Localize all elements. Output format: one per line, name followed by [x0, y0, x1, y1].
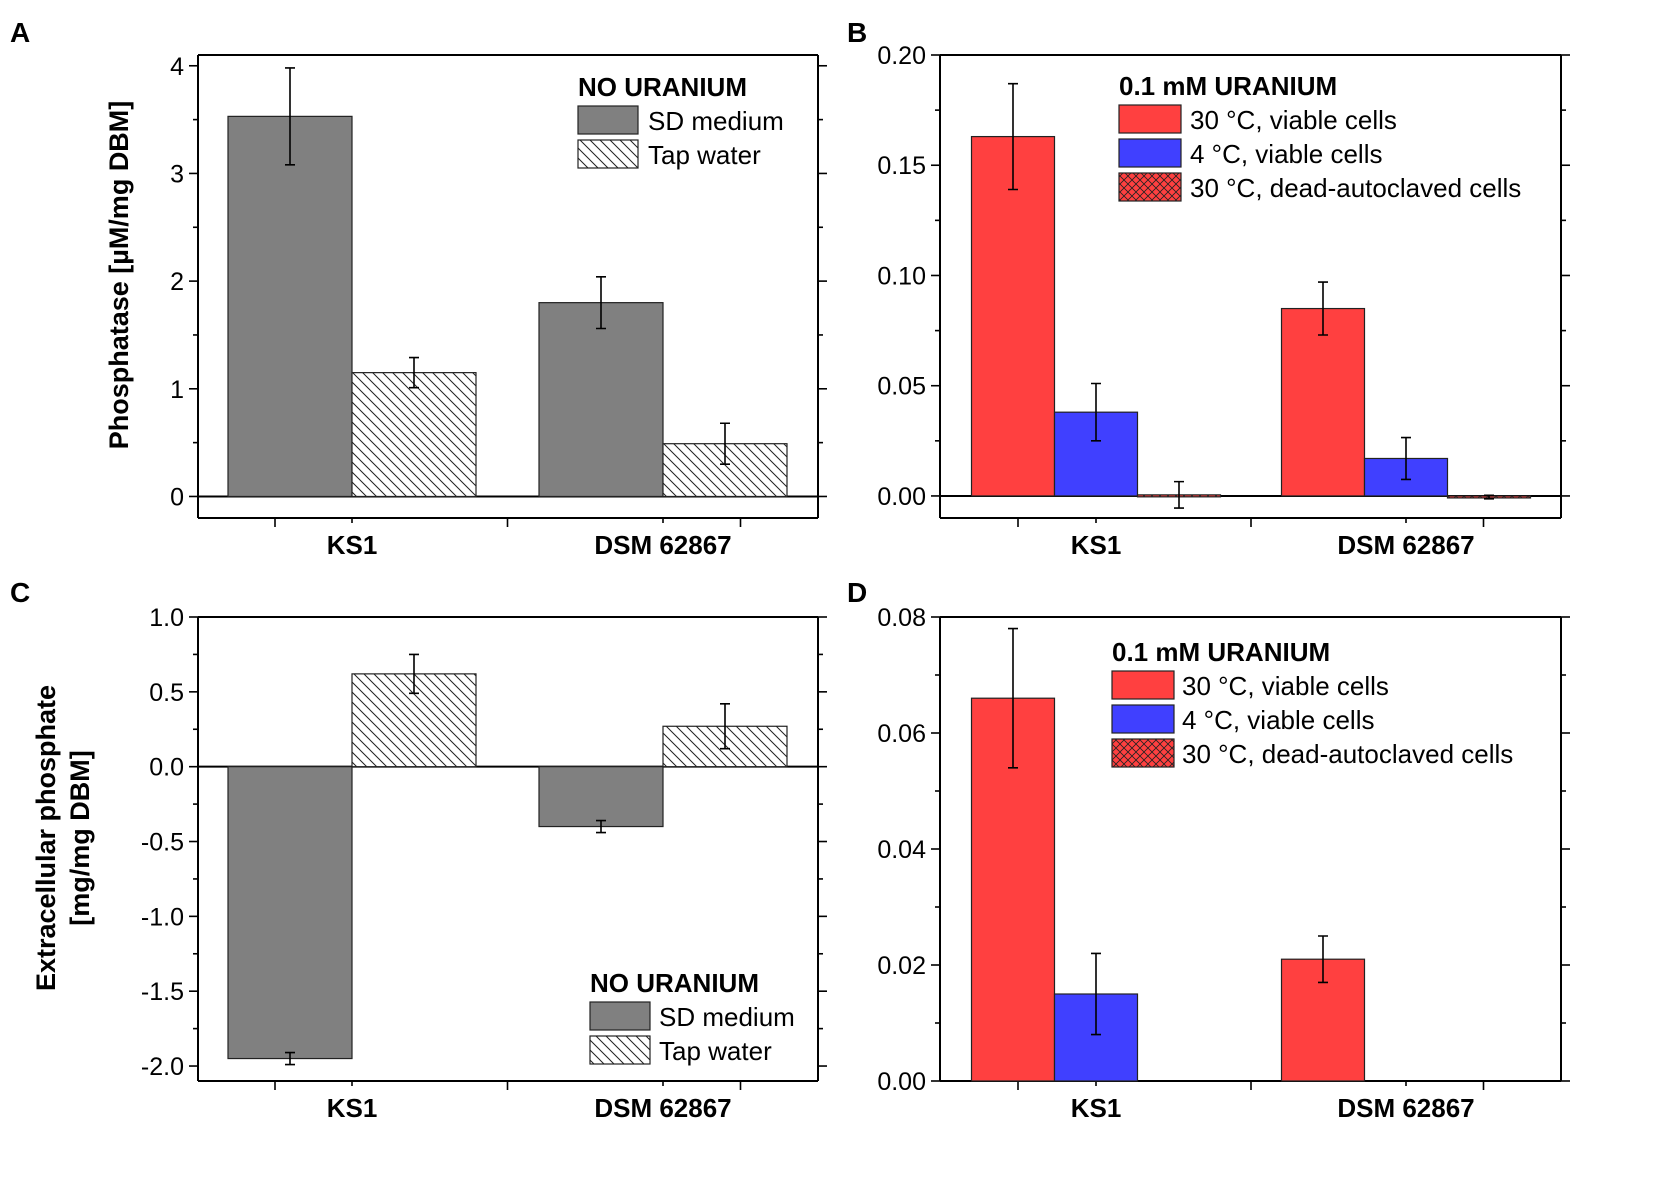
panel-b: B 0.00 0.05 0.10 0.15 0.20 KS1 DSM 62867 0.1 mM … — [847, 17, 1570, 560]
y-tick-label: 1.0 — [149, 604, 184, 632]
legend-swatch — [1118, 104, 1182, 134]
y-tick-label: 0.5 — [149, 679, 184, 707]
panel-letter: A — [10, 17, 30, 48]
x-category-label: KS1 — [1071, 530, 1122, 560]
error-bar — [1318, 281, 1328, 336]
y-tick-label: -1.0 — [141, 903, 184, 931]
legend-entry: 30 °C, dead-autoclaved cells — [1190, 173, 1521, 203]
error-bar — [720, 703, 730, 750]
y-tick-label: 0.04 — [877, 836, 926, 864]
legend-entry: Tap water — [648, 140, 761, 170]
y-tick-label: 0.00 — [877, 483, 926, 511]
x-category-label: KS1 — [1071, 1093, 1122, 1123]
bar-red — [970, 135, 1056, 497]
legend-swatch — [1118, 138, 1182, 168]
y-tick-label: 3 — [170, 160, 184, 188]
y-axis-label: Extracellular phosphate [mg/mg DBM] — [31, 685, 95, 991]
y-tick-label: -2.0 — [141, 1053, 184, 1081]
bar-gray — [538, 766, 664, 828]
error-bar — [409, 653, 419, 695]
legend-swatch — [577, 139, 639, 169]
legend-entry: 4 °C, viable cells — [1190, 139, 1382, 169]
panel-a: A 0 1 2 3 4 KS1 DSM 62867 NO URANIUM SD medium Tap… — [10, 17, 827, 560]
bar-gray — [227, 766, 353, 1060]
panel-letter: D — [847, 577, 867, 608]
error-bar — [720, 422, 730, 465]
legend-entry: 30 °C, viable cells — [1182, 671, 1389, 701]
legend-entry: SD medium — [659, 1002, 795, 1032]
y-tick-label: 4 — [170, 53, 184, 81]
y-axis-label-line: [mg/mg DBM] — [65, 750, 95, 925]
x-category-label: DSM 62867 — [1337, 530, 1474, 560]
y-axis-label-line: Phosphatase [µM/mg DBM] — [104, 101, 134, 450]
bar-red — [1280, 307, 1366, 497]
bar-gray — [538, 302, 664, 498]
y-tick-label: 0.10 — [877, 262, 926, 290]
error-bar — [285, 67, 295, 166]
x-category-label: DSM 62867 — [594, 1093, 731, 1123]
error-bar — [1318, 935, 1328, 984]
y-tick-label: 2 — [170, 268, 184, 296]
x-category-label: KS1 — [327, 530, 378, 560]
error-bar — [596, 276, 606, 330]
y-tick-label: 1 — [170, 376, 184, 404]
x-category-label: DSM 62867 — [594, 530, 731, 560]
legend-swatch — [589, 1001, 651, 1031]
legend-entry: 30 °C, viable cells — [1190, 105, 1397, 135]
error-bar — [409, 356, 419, 389]
error-bar — [1008, 627, 1018, 769]
y-tick-label: 0.20 — [877, 42, 926, 70]
y-tick-label: 0.0 — [149, 754, 184, 782]
y-tick-label: -0.5 — [141, 829, 184, 857]
legend-entry: 30 °C, dead-autoclaved cells — [1182, 739, 1513, 769]
legend-title: 0.1 mM URANIUM — [1112, 637, 1330, 667]
legend-swatch — [1111, 738, 1175, 768]
error-bar — [285, 1051, 295, 1066]
legend-entry: 4 °C, viable cells — [1182, 705, 1374, 735]
y-tick-label: 0.15 — [877, 152, 926, 180]
legend-swatch — [589, 1035, 651, 1065]
panel-letter: C — [10, 577, 30, 608]
legend-entry: SD medium — [648, 106, 784, 136]
panel-letter: B — [847, 17, 867, 48]
bar-hatch — [351, 372, 477, 498]
bar-blue — [1053, 993, 1139, 1082]
legend-swatch — [577, 105, 639, 135]
legend-title: NO URANIUM — [578, 72, 747, 102]
legend-swatch — [1111, 704, 1175, 734]
y-axis-label: Phosphatase [µM/mg DBM] — [104, 101, 134, 450]
bar-hatch — [351, 673, 477, 768]
bar-gray — [227, 115, 353, 498]
panel-c: C -2.0 -1.5 -1.0 -0.5 0.0 0.5 1.0 KS1 DSM 62867 NO… — [10, 577, 827, 1123]
error-bar — [1008, 82, 1018, 191]
y-tick-label: 0.02 — [877, 952, 926, 980]
legend-title: 0.1 mM URANIUM — [1119, 71, 1337, 101]
x-category-label: KS1 — [327, 1093, 378, 1123]
y-tick-label: 0.06 — [877, 720, 926, 748]
error-bar — [1091, 952, 1101, 1036]
y-axis-label-line: Extracellular phosphate — [31, 685, 61, 991]
error-bar — [1174, 480, 1184, 509]
x-category-label: DSM 62867 — [1337, 1093, 1474, 1123]
y-tick-label: 0 — [170, 483, 184, 511]
y-tick-label: -1.5 — [141, 978, 184, 1006]
legend-entry: Tap water — [659, 1036, 772, 1066]
y-tick-label: 0.08 — [877, 604, 926, 632]
y-tick-label: 0.05 — [877, 373, 926, 401]
legend-swatch — [1111, 670, 1175, 700]
panel-d: D 0.00 0.02 0.04 0.06 0.08 KS1 DSM 62867 0.1 mM … — [847, 577, 1570, 1123]
legend-title: NO URANIUM — [590, 968, 759, 998]
error-bar — [1484, 494, 1494, 500]
error-bar — [596, 819, 606, 834]
y-tick-label: 0.00 — [877, 1068, 926, 1096]
error-bar — [1091, 382, 1101, 442]
error-bar — [1401, 436, 1411, 481]
legend-swatch — [1118, 172, 1182, 202]
